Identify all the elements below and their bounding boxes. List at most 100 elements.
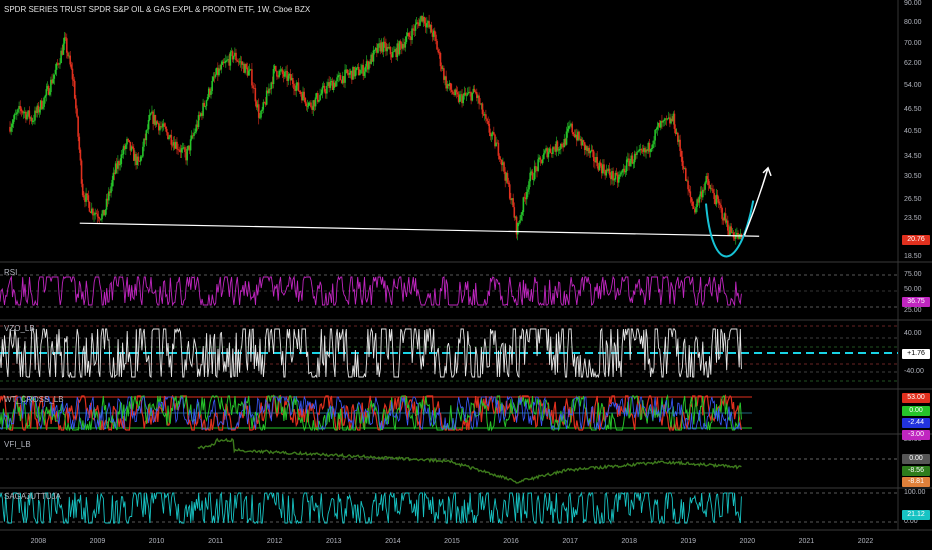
candle-body: [503, 162, 505, 172]
candle-body: [669, 117, 671, 124]
candle-body: [278, 70, 280, 77]
candle-body: [652, 144, 654, 149]
candle-body: [347, 73, 350, 75]
candle-body: [80, 160, 83, 184]
candle-body: [498, 155, 501, 160]
candle-body: [613, 179, 616, 181]
candle-body: [313, 100, 316, 107]
candle-body: [611, 171, 613, 180]
candle-body: [247, 70, 250, 76]
candle-body: [368, 61, 370, 70]
candle-body: [528, 181, 530, 190]
candle-body: [230, 51, 233, 53]
price-tick-label: 54.00: [904, 81, 922, 89]
candle-body: [349, 70, 352, 73]
candle-body: [348, 72, 351, 75]
candle-body: [728, 230, 730, 235]
candle-body: [267, 90, 269, 94]
candle-body: [64, 37, 67, 39]
candle-body: [172, 142, 175, 146]
candle-body: [288, 74, 291, 76]
candle-body: [219, 68, 221, 70]
candle-body: [215, 67, 218, 75]
candle-body: [539, 157, 542, 160]
candle-body: [678, 139, 680, 142]
candle-body: [381, 42, 384, 52]
candle-body: [118, 161, 120, 166]
candle-body: [226, 59, 228, 61]
candle-body: [424, 23, 427, 28]
candle-body: [663, 119, 666, 121]
candle-body: [376, 47, 378, 53]
candle-body: [641, 150, 644, 152]
candle-body: [353, 66, 355, 77]
candle-body: [322, 85, 325, 88]
candle-body: [644, 148, 646, 153]
candle-body: [395, 49, 397, 58]
pane-tick-rsi: 25.00: [904, 307, 922, 314]
candle-body: [75, 98, 77, 109]
candle-body: [739, 233, 742, 235]
candle-body: [55, 63, 58, 70]
candle-body: [40, 100, 43, 109]
candle-body: [321, 87, 324, 94]
candle-body: [645, 149, 647, 153]
candle-body: [329, 82, 332, 88]
candle-body: [670, 118, 672, 124]
candle-body: [398, 41, 401, 55]
candle-body: [449, 83, 452, 90]
candle-body: [508, 184, 511, 199]
candle-body: [277, 76, 279, 78]
time-tick-label: 2018: [621, 538, 637, 545]
candle-body: [151, 111, 153, 114]
candle-body: [443, 68, 445, 80]
candle-body: [70, 64, 73, 69]
candle-body: [292, 77, 294, 85]
candle-body: [366, 61, 369, 70]
candle-body: [361, 65, 363, 70]
candle-body: [92, 208, 94, 216]
candle-body: [560, 143, 562, 149]
candle-body: [168, 137, 170, 140]
candle-body: [335, 81, 337, 87]
candle-body: [42, 106, 44, 109]
candle-body: [527, 189, 529, 192]
candle-body: [121, 154, 124, 156]
candle-body: [481, 103, 484, 115]
candle-body: [673, 113, 676, 129]
candle-body: [619, 174, 621, 177]
candle-body: [79, 149, 82, 161]
candle-body: [479, 103, 482, 105]
candle-body: [716, 194, 719, 200]
candle-body: [411, 28, 413, 40]
candle-body: [356, 66, 359, 68]
candle-body: [264, 102, 267, 105]
candle-body: [391, 51, 394, 58]
candle-body: [720, 204, 722, 208]
candle-body: [397, 43, 400, 55]
pane-tick-rsi: 75.00: [904, 271, 922, 278]
candle-body: [318, 100, 320, 102]
candle-body: [73, 80, 76, 99]
pane-label-vzo: VZO_LB: [4, 324, 35, 333]
candle-body: [587, 147, 589, 152]
candle-body: [437, 49, 439, 53]
candle-body: [196, 124, 199, 127]
candle-body: [18, 105, 20, 110]
candle-body: [686, 180, 688, 182]
candle-body: [58, 63, 60, 65]
candle-body: [29, 117, 32, 119]
candle-body: [444, 76, 446, 80]
candle-body: [646, 149, 648, 151]
candle-body: [238, 61, 241, 63]
candle-body: [489, 132, 492, 137]
candle-body: [736, 232, 738, 235]
candle-body: [280, 69, 283, 71]
candle-body: [606, 169, 609, 171]
candle-body: [518, 222, 520, 224]
candle-body: [734, 234, 737, 239]
candle-body: [709, 188, 712, 190]
candle-body: [113, 172, 116, 174]
time-tick-label: 2009: [89, 538, 106, 545]
